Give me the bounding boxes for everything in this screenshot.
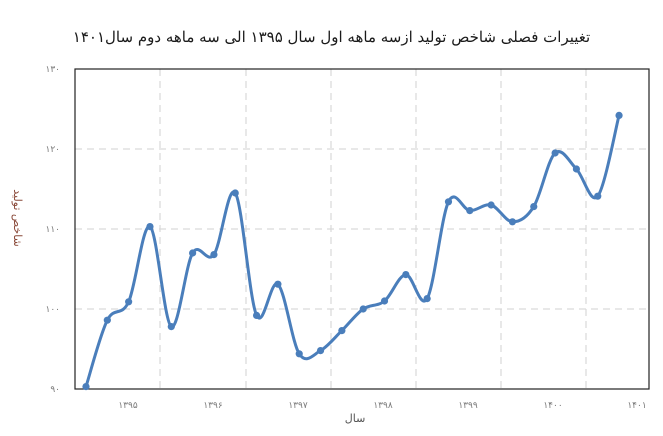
data-point: [295, 350, 303, 358]
x-tick-label: ۱۳۹۸: [373, 401, 393, 411]
data-point: [274, 280, 282, 288]
x-axis-ticks: ۱۳۹۵ ۱۳۹۶ ۱۳۹۷ ۱۳۹۸ ۱۳۹۹ ۱۴۰۰ ۱۴۰۱: [118, 401, 646, 411]
x-tick-label: ۱۳۹۵: [118, 401, 138, 411]
x-tick-label: ۱۳۹۹: [458, 401, 478, 411]
data-point: [103, 316, 111, 324]
data-point: [338, 327, 346, 335]
data-point: [210, 251, 218, 259]
data-point: [82, 383, 90, 391]
grid-lines: [75, 69, 649, 389]
data-point: [402, 271, 410, 279]
data-point: [594, 192, 602, 200]
data-point: [530, 203, 538, 211]
y-tick-label: ۱۳۰: [45, 65, 60, 75]
y-axis-ticks: ۹۰ ۱۰۰ ۱۱۰ ۱۲۰ ۱۳۰: [45, 65, 60, 395]
y-tick-label: ۱۱۰: [45, 225, 60, 235]
plot-frame: [74, 68, 650, 390]
y-tick-label: ۱۰۰: [45, 305, 60, 315]
x-tick-label: ۱۴۰۱: [627, 401, 646, 411]
data-point: [615, 111, 623, 119]
x-tick-label: ۱۳۹۷: [288, 401, 308, 411]
data-point: [380, 297, 389, 305]
data-point: [231, 189, 239, 197]
x-tick-label: ۱۳۹۶: [203, 401, 223, 411]
y-tick-label: ۹۰: [50, 385, 60, 395]
data-point: [466, 207, 474, 215]
data-markers: [82, 111, 623, 391]
data-point: [508, 218, 517, 226]
chart-title: تغییرات فصلی شاخص تولید ازسه ماهه اول سا…: [72, 28, 591, 46]
x-axis-label: سال: [345, 412, 366, 425]
y-tick-label: ۱۲۰: [45, 145, 60, 155]
data-point: [316, 347, 325, 355]
data-point: [146, 223, 154, 231]
data-point: [423, 295, 431, 303]
data-point: [189, 249, 197, 257]
x-tick-label: ۱۴۰۰: [543, 401, 562, 411]
data-point: [572, 165, 581, 173]
data-point: [125, 298, 133, 306]
data-point: [444, 198, 453, 206]
data-point: [551, 149, 559, 157]
series-line: [84, 113, 621, 389]
data-point: [487, 201, 495, 209]
data-point: [252, 311, 261, 319]
y-axis-label: شاخص تولید: [11, 189, 24, 247]
data-point: [167, 323, 175, 331]
data-point: [359, 305, 367, 313]
